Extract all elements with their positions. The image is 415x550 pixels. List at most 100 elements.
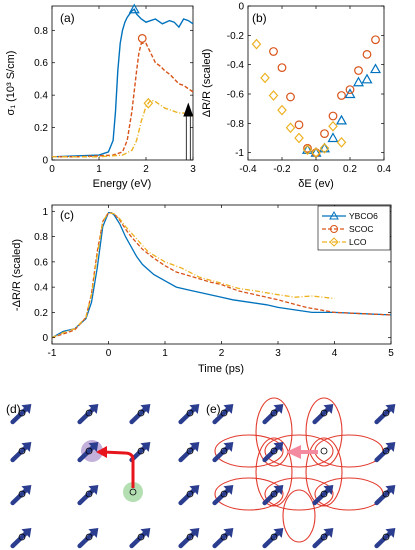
panel-b-point-ybco6: [335, 114, 348, 125]
hop-arrow-head: [96, 446, 107, 458]
spin-arrow-head: [273, 442, 284, 452]
panel-c-series-ybco6: [51, 211, 392, 339]
panel-b-point-lco: [336, 136, 347, 148]
panel-a-ytick-label: 0.4: [34, 91, 48, 102]
site-ring: [382, 533, 390, 541]
panel-c-xtick-label: 4: [332, 348, 338, 359]
spin-arrow-head: [21, 528, 32, 538]
panel-c-xtick-label: 2: [219, 348, 225, 359]
panel-c-label: (c): [60, 208, 74, 222]
string-loop: [255, 437, 293, 507]
spin-arrow-head: [273, 528, 284, 538]
panel-a-xtick-label: 2: [143, 164, 149, 175]
spin-site: [312, 404, 334, 425]
panel-b-ytick-label: -0.6: [227, 90, 245, 101]
string-loop: [282, 489, 316, 543]
panel-b-point-scoc: [362, 50, 372, 59]
panel-b-point-ybco6: [369, 63, 382, 74]
panel-b-point-lco: [328, 120, 338, 132]
panel-c-xtick-label: 0: [106, 348, 112, 359]
legend-marker-ybco6: [329, 210, 339, 220]
panel-b-ytick-label: -1: [235, 148, 244, 159]
panel-c-ylabel: -ΔR/R (scaled): [11, 239, 23, 311]
legend-label-scoc: SCOC: [349, 224, 374, 234]
panel-b-point-scoc: [354, 66, 363, 75]
spin-arrow-head: [223, 404, 234, 414]
panel-c-xlabel: Time (ps): [198, 363, 244, 375]
panel-b-ytick-label: 0: [238, 2, 244, 13]
spin-site: [178, 442, 200, 463]
spin-site: [374, 528, 396, 549]
string-loop: [214, 434, 284, 468]
pump-arrow-head: [183, 102, 194, 117]
panel-a-series: [51, 3, 194, 160]
panel-d: (d): [6, 402, 200, 549]
panel-c-ytick-label: 0: [42, 333, 48, 344]
site-ring: [186, 533, 194, 541]
panel-b-point-ybco6: [318, 142, 331, 153]
panel-b-xtick-label: -0.4: [239, 164, 257, 175]
spin-site: [212, 442, 234, 463]
spin-site: [374, 442, 396, 463]
panel-b-label: (b): [252, 11, 267, 25]
panel-a-axes-box: [51, 5, 194, 161]
legend-marker-scoc: [330, 225, 338, 233]
panel-b-point-lco: [260, 72, 270, 84]
spin-arrow-head: [189, 485, 200, 495]
panel-b-point-scoc: [345, 85, 355, 94]
spin-site: [262, 442, 284, 463]
panel-e-spin-lattice: [212, 397, 396, 549]
spin-arrow-head: [21, 442, 32, 452]
site-ring: [320, 490, 328, 498]
panel-c-ytick-label: 0.4: [34, 283, 48, 294]
panel-d-label: (d): [6, 402, 21, 416]
string-loop: [305, 437, 343, 507]
panel-a-ytick-label: 0: [42, 156, 48, 167]
panel-b-ticks: -0.4 -0.2 0 0.2 0.4 -1 -0.8 -0.6 -0.4 -0.2 0: [227, 2, 392, 176]
panel-b-ytick-label: -0.8: [227, 119, 245, 130]
site-ring-vacant: [129, 488, 137, 496]
panel-b-point-lco: [302, 144, 313, 156]
spin-site: [10, 442, 32, 463]
panel-b-point-ybco6: [361, 73, 373, 84]
string-loop: [305, 397, 343, 467]
string-loop: [314, 434, 384, 468]
site-ring: [18, 409, 26, 417]
spin-site: [178, 528, 200, 549]
spin-arrow-head: [140, 442, 151, 452]
string-loop: [264, 477, 334, 511]
spin-arrow-head: [273, 404, 284, 414]
panel-c-xtick-label: 1: [162, 348, 168, 359]
spin-site: [129, 528, 151, 549]
spin-arrow-head: [323, 528, 334, 538]
site-ring: [85, 409, 93, 417]
spin-arrow-head: [88, 404, 99, 414]
panel-a-series-ybco6: [51, 8, 194, 158]
site-ring: [270, 409, 278, 417]
panel-a-marker-lco: [143, 97, 154, 109]
site-ring: [186, 447, 194, 455]
panel-b-xtick-label: 0: [313, 164, 319, 175]
spin-arrow-head: [323, 404, 334, 414]
spin-arrow-head: [223, 528, 234, 538]
site-ring: [220, 533, 228, 541]
panel-d-hole-origin: [123, 482, 143, 502]
pink-arrow-head: [286, 445, 301, 459]
panel-b-ylabel: ΔR/R (scaled): [201, 49, 213, 117]
spin-arrow-head: [88, 485, 99, 495]
panel-b-point-scoc: [294, 120, 304, 130]
panel-b-point-lco: [268, 90, 279, 101]
site-ring: [320, 409, 328, 417]
panel-b: -0.4 -0.2 0 0.2 0.4 -1 -0.8 -0.6 -0.4 -0.2 0 (b) δ…: [201, 2, 391, 191]
spin-site: [77, 528, 99, 549]
string-loop: [264, 434, 334, 468]
spin-site: [178, 404, 200, 425]
site-ring: [18, 447, 26, 455]
spin-arrow-head: [189, 442, 200, 452]
panel-b-point-scoc: [371, 35, 380, 45]
spin-site: [212, 404, 234, 425]
panel-b-point-ybco6: [344, 88, 356, 99]
site-ring: [382, 447, 390, 455]
spin-arrow-head: [88, 528, 99, 538]
site-ring: [270, 533, 278, 541]
